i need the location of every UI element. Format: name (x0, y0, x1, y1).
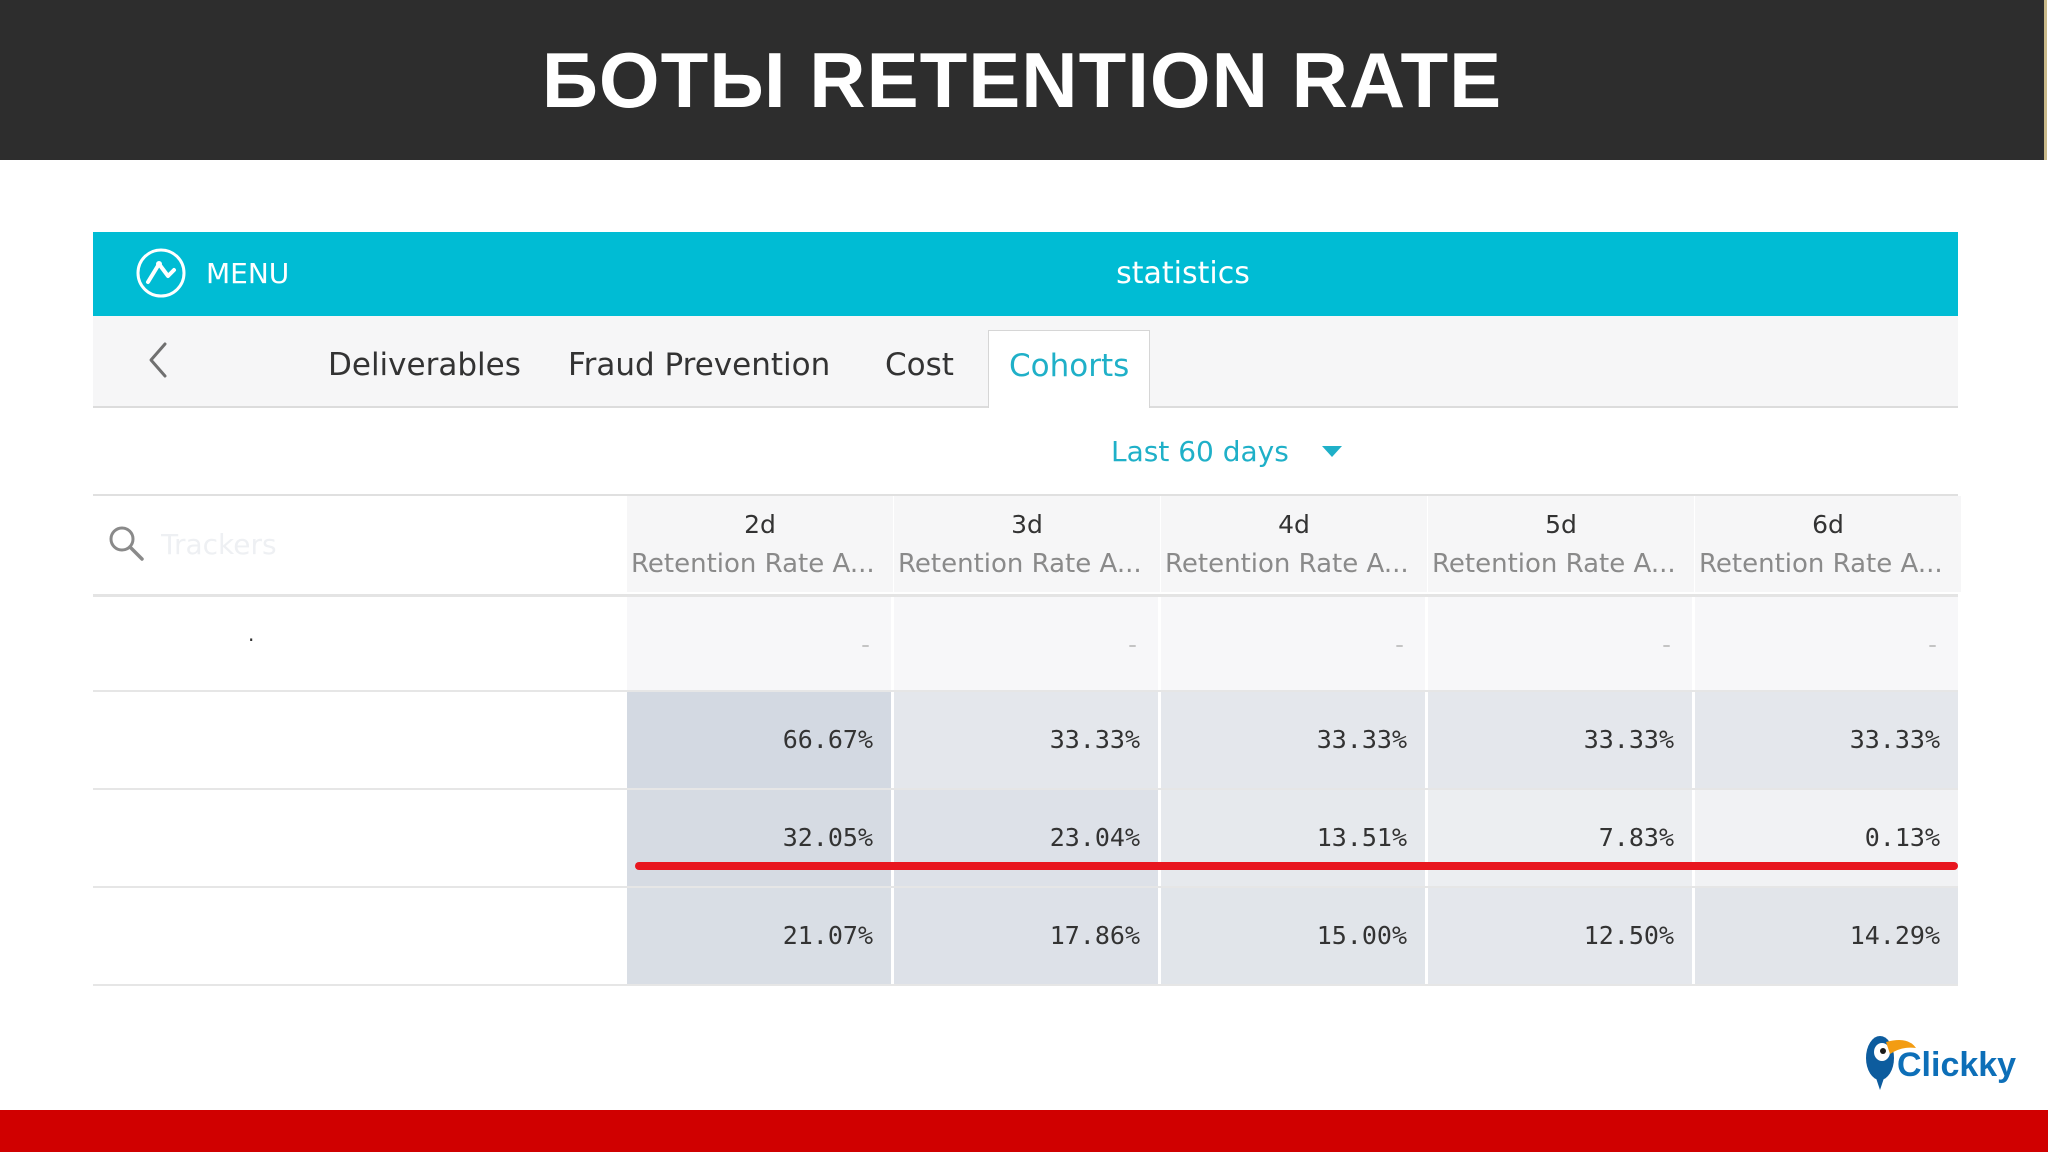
table-cell: 33.33% (1161, 692, 1425, 788)
row-divider (93, 788, 1958, 790)
table-cell: 14.29% (1695, 888, 1958, 984)
clickky-logo-text: Clickky (1897, 1046, 2017, 1084)
column-day: 6d (1812, 510, 1844, 539)
table-cell: 21.07% (627, 888, 891, 984)
tab-bar: Deliverables Fraud Prevention Cost Cohor… (93, 316, 1958, 408)
row-label: . (248, 622, 255, 646)
column-metric: Retention Rate A... (1432, 549, 1676, 579)
row-divider (93, 984, 1958, 986)
column-header-6d[interactable]: 6d Retention Rate A... (1695, 496, 1961, 592)
slide-header (0, 0, 2047, 160)
column-metric: Retention Rate A... (898, 549, 1142, 579)
clickky-logo-icon (1866, 1036, 1916, 1090)
chevron-down-icon[interactable] (1320, 444, 1344, 460)
tab-cost[interactable]: Cost (885, 347, 954, 383)
menu-logo-icon[interactable] (134, 246, 188, 300)
table-cell: - (1161, 597, 1425, 693)
column-day: 2d (744, 510, 776, 539)
table-cell: 33.33% (1695, 692, 1958, 788)
table-cell: 23.04% (894, 790, 1158, 886)
column-day: 4d (1278, 510, 1310, 539)
table-cell: 12.50% (1428, 888, 1692, 984)
back-chevron-icon[interactable] (143, 338, 173, 382)
slide-title: БОТЫ RETENTION RATE (541, 36, 1503, 124)
row-divider (93, 886, 1958, 888)
date-range-select[interactable]: Last 60 days (1111, 435, 1289, 468)
table-cell: - (894, 597, 1158, 693)
column-metric: Retention Rate A... (1699, 549, 1943, 579)
tab-cohorts[interactable]: Cohorts (988, 330, 1151, 408)
row-divider (93, 690, 1958, 692)
table-cell: 15.00% (1161, 888, 1425, 984)
column-header-2d[interactable]: 2d Retention Rate A... (627, 496, 893, 592)
table-cell: 33.33% (1428, 692, 1692, 788)
table-cell: - (1695, 597, 1958, 693)
slide-footer-bar (0, 1110, 2048, 1152)
column-day: 3d (1011, 510, 1043, 539)
column-day: 5d (1545, 510, 1577, 539)
table-cell: 66.67% (627, 692, 891, 788)
page-title: statistics (1116, 256, 1250, 291)
column-metric: Retention Rate A... (631, 549, 875, 579)
table-cell: 17.86% (894, 888, 1158, 984)
table-cell: 33.33% (894, 692, 1158, 788)
table-cell: 7.83% (1428, 790, 1692, 886)
table-cell: 32.05% (627, 790, 891, 886)
tab-fraud-prevention[interactable]: Fraud Prevention (568, 347, 831, 383)
table-cell: - (627, 597, 891, 693)
trackers-search-input[interactable] (159, 522, 543, 566)
column-header-5d[interactable]: 5d Retention Rate A... (1428, 496, 1694, 592)
highlight-underline (635, 862, 1958, 870)
grid-top-divider (93, 494, 1958, 496)
app-window: MENU statistics Deliverables Fraud Preve… (93, 232, 1961, 1002)
header-divider (93, 594, 1958, 597)
search-icon (109, 526, 144, 561)
top-bar: MENU statistics (93, 232, 1958, 316)
column-header-3d[interactable]: 3d Retention Rate A... (894, 496, 1160, 592)
table-cell: - (1428, 597, 1692, 693)
table-cell: 0.13% (1695, 790, 1958, 886)
tab-deliverables[interactable]: Deliverables (328, 347, 521, 383)
column-metric: Retention Rate A... (1165, 549, 1409, 579)
menu-button[interactable]: MENU (206, 257, 290, 290)
table-cell: 13.51% (1161, 790, 1425, 886)
column-header-4d[interactable]: 4d Retention Rate A... (1161, 496, 1427, 592)
